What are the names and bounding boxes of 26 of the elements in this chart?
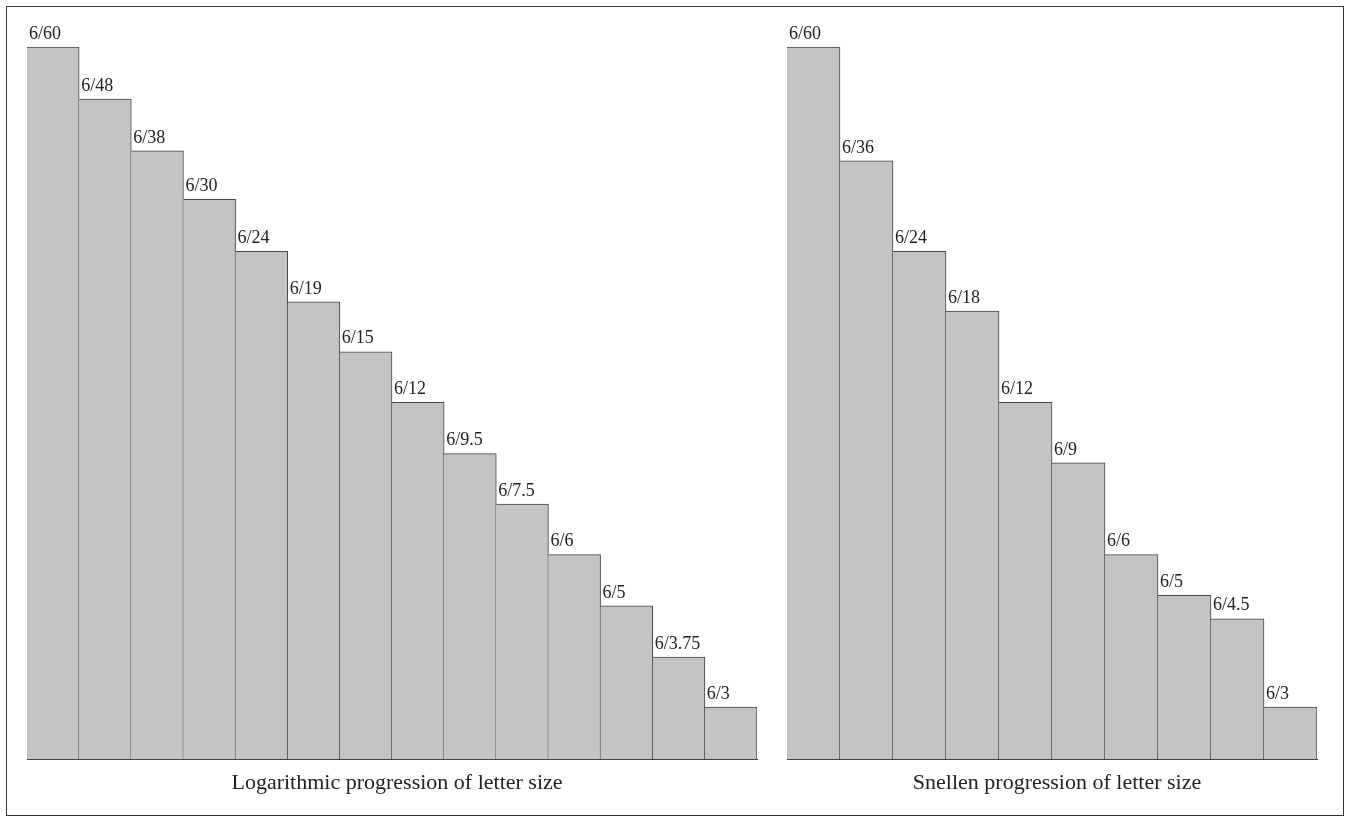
x-tick-label: 6/60 xyxy=(29,22,62,43)
x-tick-label: 6/3 xyxy=(1266,682,1290,703)
x-tick-label: 6/12 xyxy=(1001,378,1034,399)
x-tick-label: 6/60 xyxy=(789,22,822,43)
x-tick-label: 6/5 xyxy=(602,581,626,602)
x-tick-label: 6/48 xyxy=(81,74,114,95)
x-tick-label: 6/5 xyxy=(1160,570,1184,591)
x-tick-label: 6/3 xyxy=(706,682,730,703)
x-tick-label: 6/24 xyxy=(237,227,270,248)
x-tick-label: 6/9.5 xyxy=(446,429,483,450)
x-tick-label: 6/38 xyxy=(133,126,166,147)
x-tick-label: 6/24 xyxy=(895,227,928,248)
x-tick-label: 6/30 xyxy=(185,175,218,196)
x-tick-label: 6/4.5 xyxy=(1213,594,1250,615)
x-tick-label: 6/9 xyxy=(1054,438,1078,459)
x-tick-label: 6/15 xyxy=(341,327,374,348)
x-tick-label: 6/19 xyxy=(289,277,322,298)
x-tick-label: 6/12 xyxy=(394,378,427,399)
x-tick-label: 6/3.75 xyxy=(654,632,701,653)
x-tick-label: 6/6 xyxy=(550,530,574,551)
x-tick-label: 6/7.5 xyxy=(498,479,535,500)
x-tick-label: 6/6 xyxy=(1107,530,1131,551)
x-tick-label: 6/18 xyxy=(948,286,981,307)
x-axis-title: Logarithmic progression of letter size xyxy=(230,769,564,795)
x-tick-label: 6/36 xyxy=(842,136,875,157)
x-axis-title: Snellen progression of letter size xyxy=(911,769,1203,795)
